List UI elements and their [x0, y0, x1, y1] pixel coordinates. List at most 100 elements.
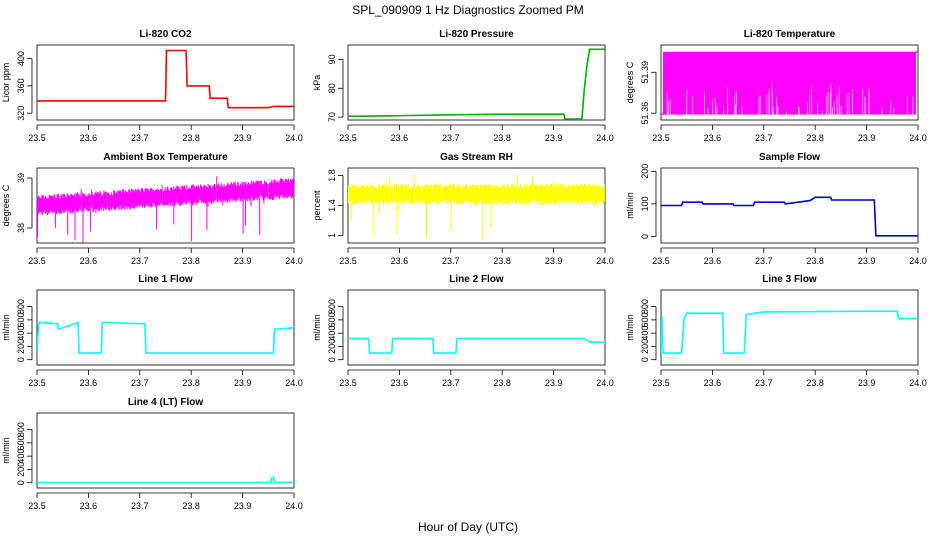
x-tick-label: 23.6	[391, 133, 409, 143]
x-tick-label: 23.9	[545, 378, 563, 388]
panel-5: Gas Stream RH 23.5 23.6 23.7 23.8 23.9 24.0 1 1.…	[312, 152, 614, 266]
x-tick-label: 23.7	[755, 256, 773, 266]
panel-title: Line 3 Flow	[762, 274, 817, 285]
x-tick-label: 23.8	[182, 133, 200, 143]
x-tick-label: 23.8	[182, 256, 200, 266]
plot-frame	[36, 44, 295, 121]
panel-1: Li-820 CO2 23.5 23.6 23.7 23.8 23.9 24.0 320 360…	[1, 29, 303, 143]
y-tick-label: 70	[327, 112, 337, 122]
series-8	[348, 337, 605, 354]
panel-title: Ambient Box Temperature	[103, 152, 228, 163]
panel-title: Line 4 (LT) Flow	[128, 397, 204, 408]
x-tick-label: 24.0	[596, 378, 614, 388]
plot-frame	[347, 289, 606, 366]
y-tick-label: 0	[16, 480, 26, 485]
x-tick-label: 23.7	[131, 501, 149, 511]
y-axis-label: Licor ppm	[1, 63, 11, 103]
series-line	[348, 48, 605, 120]
y-axis-label: degrees C	[625, 61, 635, 103]
y-tick-label: 400	[16, 51, 26, 66]
series-line	[37, 49, 294, 109]
y-tick-label: 38	[16, 223, 26, 233]
x-tick-label: 23.9	[545, 256, 563, 266]
series-noise	[348, 173, 605, 240]
y-tick-label: 200	[640, 339, 650, 354]
plot-frame	[347, 44, 606, 121]
series-line	[661, 196, 918, 237]
x-tick-label: 23.8	[182, 501, 200, 511]
y-tick-label: 400	[640, 326, 650, 341]
series-band	[663, 51, 916, 115]
y-tick-label: 600	[16, 435, 26, 450]
y-tick-label: 1.4	[327, 199, 337, 212]
series-line	[37, 321, 294, 354]
x-tick-label: 23.9	[234, 133, 252, 143]
y-tick-label: 800	[327, 299, 337, 314]
y-tick-label: 51.36	[640, 102, 650, 125]
x-tick-label: 23.9	[858, 133, 876, 143]
y-tick-label: 100	[640, 196, 650, 211]
y-tick-label: 200	[16, 462, 26, 477]
x-tick-label: 23.6	[80, 256, 98, 266]
y-tick-label: 400	[16, 449, 26, 464]
x-tick-label: 23.8	[493, 378, 511, 388]
panel-4: Ambient Box Temperature 23.5 23.6 23.7 23.8 2…	[1, 152, 303, 266]
panel-title: Sample Flow	[759, 152, 820, 163]
y-tick-label: 600	[327, 312, 337, 327]
x-tick-label: 23.5	[28, 378, 46, 388]
series-2	[348, 48, 605, 120]
y-tick-label: 39	[16, 173, 26, 183]
panel-9: Line 3 Flow 23.5 23.6 23.7 23.8 23.9 24.0 0 2004…	[625, 274, 927, 388]
y-axis-label: ml/min	[625, 314, 635, 341]
y-tick-label: 1.8	[327, 169, 337, 182]
x-tick-label: 23.6	[704, 256, 722, 266]
x-tick-label: 23.7	[131, 378, 149, 388]
x-tick-label: 23.5	[339, 378, 357, 388]
y-axis-label: ml/min	[312, 314, 322, 341]
y-axis-label: ml/min	[625, 192, 635, 219]
y-axis-label: ml/min	[1, 314, 11, 341]
panel-3: Li-820 Temperature 23.5 23.6 23.7 23.8 23.9 24…	[625, 29, 927, 143]
x-tick-label: 23.8	[806, 256, 824, 266]
x-tick-label: 23.7	[442, 133, 460, 143]
series-line	[37, 476, 294, 484]
x-tick-label: 24.0	[596, 133, 614, 143]
y-tick-label: 90	[327, 54, 337, 64]
y-tick-label: 800	[640, 299, 650, 314]
y-tick-label: 0	[640, 357, 650, 362]
panel-title: Li-820 CO2	[139, 29, 192, 40]
y-tick-label: 800	[16, 422, 26, 437]
panel-10: Line 4 (LT) Flow 23.5 23.6 23.7 23.8 23.9 24.0…	[1, 397, 303, 511]
x-tick-label: 24.0	[285, 501, 303, 511]
x-tick-label: 23.6	[391, 378, 409, 388]
x-tick-label: 23.9	[234, 501, 252, 511]
y-axis-label: percent	[312, 190, 322, 221]
y-tick-label: 800	[16, 299, 26, 314]
x-tick-label: 23.5	[28, 256, 46, 266]
x-tick-label: 23.5	[652, 133, 670, 143]
x-tick-label: 24.0	[285, 378, 303, 388]
x-tick-label: 23.5	[28, 133, 46, 143]
x-tick-label: 23.8	[493, 256, 511, 266]
x-tick-label: 23.5	[339, 133, 357, 143]
panel-title: Line 2 Flow	[449, 274, 504, 285]
x-tick-label: 23.8	[493, 133, 511, 143]
x-tick-label: 23.6	[704, 133, 722, 143]
series-3	[661, 51, 918, 116]
x-tick-label: 24.0	[285, 133, 303, 143]
plot-frame	[660, 44, 919, 121]
y-axis-label: ml/min	[1, 437, 11, 464]
x-tick-label: 23.8	[182, 378, 200, 388]
series-1	[37, 49, 294, 109]
y-tick-label: 400	[327, 326, 337, 341]
x-tick-label: 23.9	[234, 256, 252, 266]
y-axis-label: degrees C	[1, 184, 11, 226]
panel-2: Li-820 Pressure 23.5 23.6 23.7 23.8 23.9 24.0 7…	[312, 29, 614, 143]
panel-title: Line 1 Flow	[138, 274, 193, 285]
series-7	[37, 321, 294, 354]
plot-frame	[36, 289, 295, 366]
x-tick-label: 23.7	[442, 256, 460, 266]
x-tick-label: 23.7	[755, 133, 773, 143]
x-tick-label: 23.5	[28, 501, 46, 511]
